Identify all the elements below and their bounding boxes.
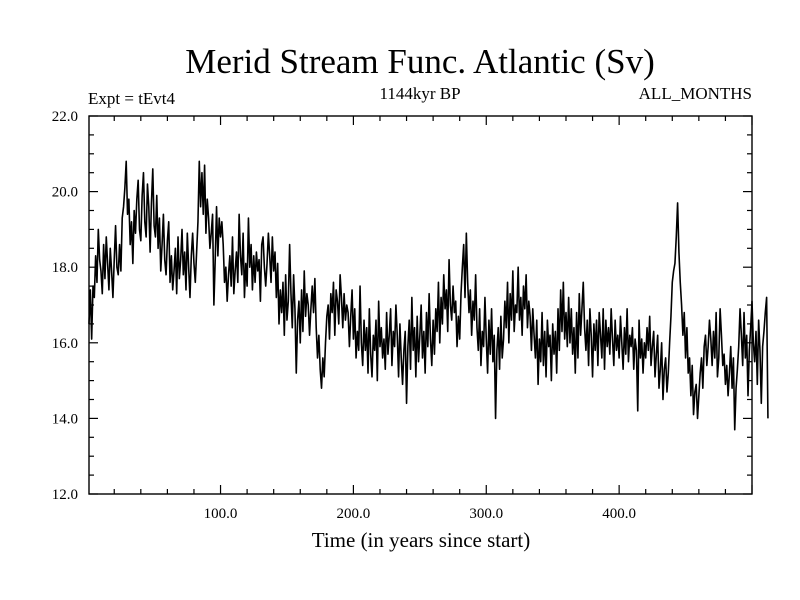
experiment-label: Expt = tEvt4 — [88, 89, 176, 108]
chart-title: Merid Stream Func. Atlantic (Sv) — [185, 42, 655, 81]
x-axis-tick-labels: 100.0 200.0 300.0 400.0 — [204, 506, 636, 522]
y-tick-label: 16.0 — [52, 336, 78, 352]
x-tick-label: 300.0 — [469, 506, 503, 522]
months-label: ALL_MONTHS — [639, 84, 752, 103]
x-tick-label: 200.0 — [337, 506, 371, 522]
axis-ticks — [89, 115, 753, 495]
y-tick-label: 14.0 — [52, 411, 78, 427]
y-axis-tick-labels: 12.0 14.0 16.0 18.0 20.0 22.0 — [52, 109, 78, 503]
x-tick-label: 100.0 — [204, 506, 238, 522]
x-axis-label: Time (in years since start) — [312, 528, 531, 552]
y-tick-label: 22.0 — [52, 109, 78, 125]
y-tick-label: 12.0 — [52, 487, 78, 503]
data-line — [88, 160, 769, 431]
period-label: 1144kyr BP — [379, 84, 460, 103]
x-tick-label: 400.0 — [602, 506, 636, 522]
y-tick-label: 20.0 — [52, 185, 78, 201]
y-tick-label: 18.0 — [52, 260, 78, 276]
